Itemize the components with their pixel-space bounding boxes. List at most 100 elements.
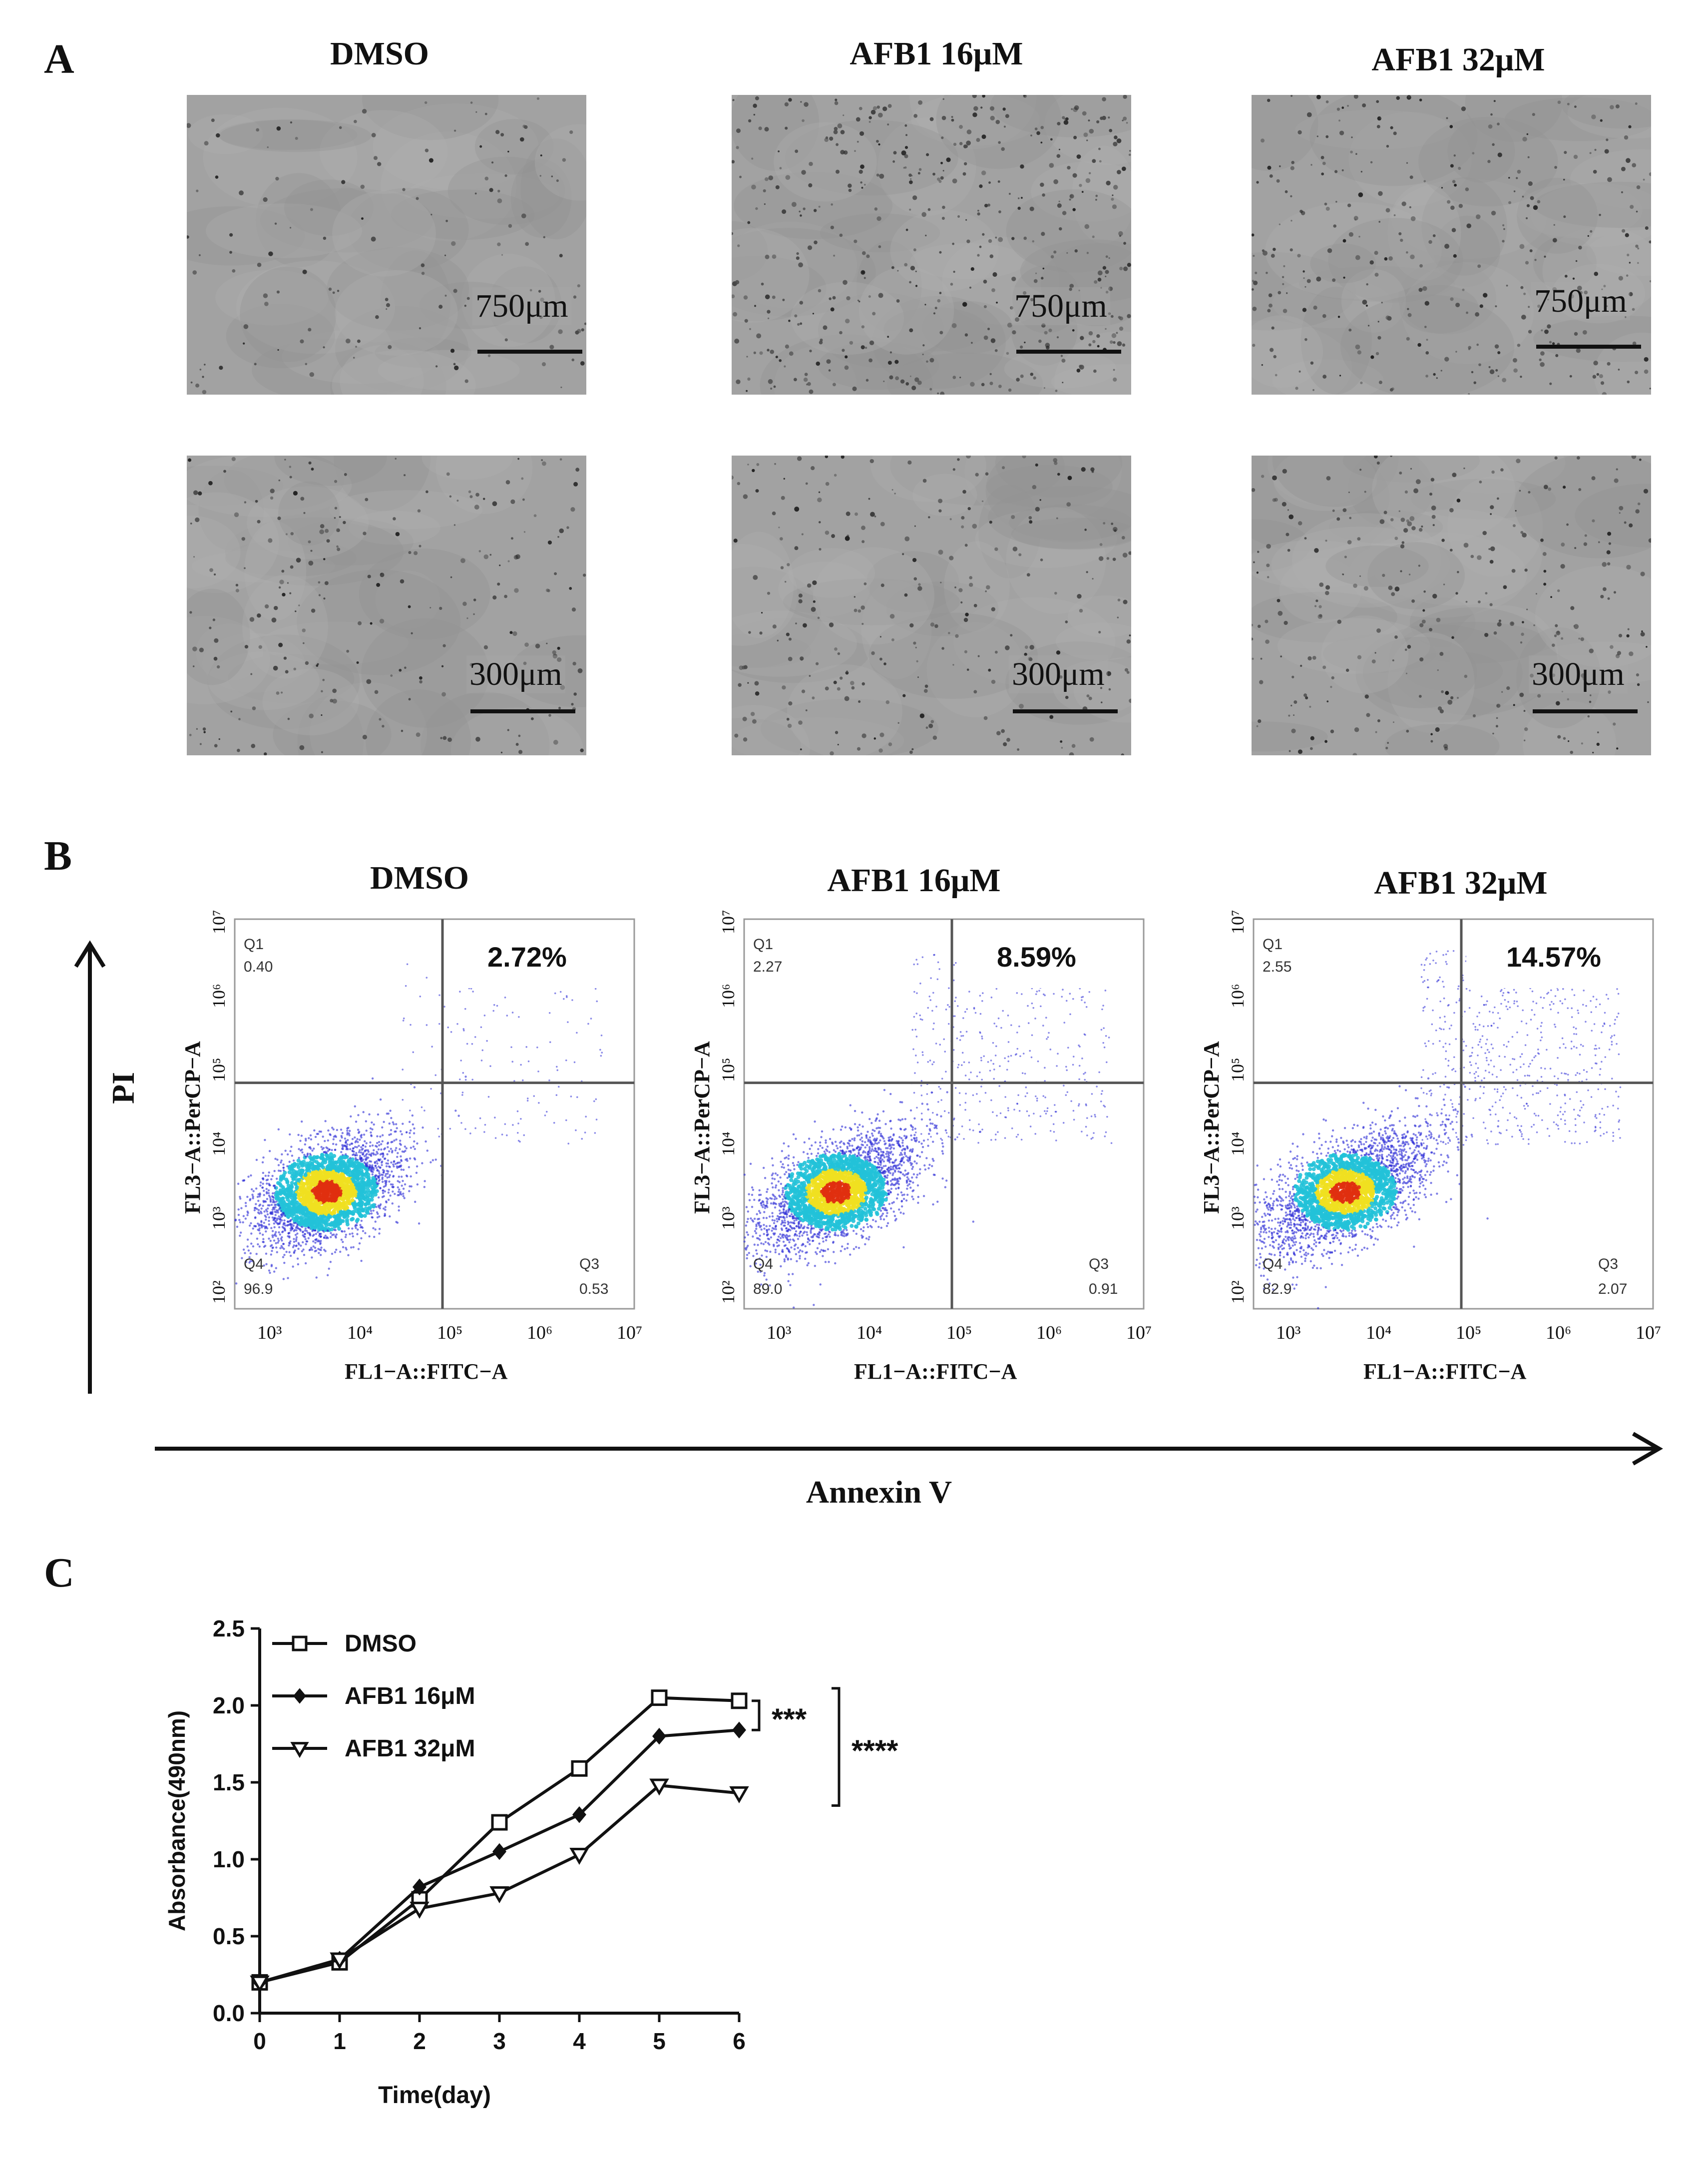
legend-label: AFB1 32μM (345, 1735, 475, 1762)
significance-bracket: **** (832, 1687, 898, 1807)
x-tick-label: 3 (493, 2028, 506, 2054)
data-point (491, 1814, 508, 1831)
q4-value: 96.9 (244, 1281, 273, 1297)
q2-box (1466, 923, 1649, 988)
q3-label: Q3 (579, 1256, 599, 1272)
panel-a-title-afb1-32: AFB1 32μM (1371, 41, 1545, 78)
x-tick-label: 0 (253, 2028, 266, 2054)
x-tick-label: 6 (733, 2028, 746, 2054)
panel-a-letter: A (44, 36, 74, 82)
legend-item: DMSO (272, 1630, 417, 1657)
flow-plot-svg: Q1 2.55 Q4 82.9 Q3 2.07 14.57% 10³ 10⁴ 10⁵ 10⁶ 10⁷ 1… (1199, 910, 1661, 1384)
y-axis-label: FL3−A::PerCP−A (180, 1041, 205, 1214)
y-tick-label: 10⁷ (209, 910, 229, 934)
data-point (569, 1848, 589, 1865)
y-tick-label: 10⁷ (718, 910, 738, 934)
y-tick-label: 10⁵ (718, 1058, 738, 1082)
flow-plot-afb1-32: Q1 2.55 Q4 82.9 Q3 2.07 14.57% 10³ 10⁴ 10⁵ 10⁶ 10⁷ 1… (1169, 909, 1668, 1389)
flow-title-afb1-16: AFB1 16μM (827, 862, 1001, 899)
q1-value: 0.40 (244, 959, 273, 975)
data-point (290, 1742, 309, 1758)
pi-label: PI (105, 1072, 141, 1104)
q1-label: Q1 (753, 936, 773, 953)
legend-item: AFB1 32μM (272, 1735, 475, 1762)
q1-label: Q1 (1263, 936, 1282, 953)
data-point (492, 1843, 506, 1860)
x-tick-label: 10⁷ (617, 1322, 642, 1343)
q3-label: Q3 (1089, 1256, 1109, 1272)
x-tick-label: 10⁶ (527, 1322, 552, 1343)
flow-plot-svg: Q1 2.27 Q4 89.0 Q3 0.91 8.59% 10³ 10⁴ 10⁵ 10⁶ 10⁷ 10… (690, 910, 1152, 1384)
scale-bar (1533, 709, 1638, 713)
y-axis-label: FL3−A::PerCP−A (1199, 1041, 1224, 1214)
legend-label: DMSO (345, 1630, 417, 1657)
scale-label: 750μm (1011, 287, 1110, 325)
q4-label: Q4 (1263, 1256, 1282, 1272)
data-point (410, 1901, 429, 1919)
q4-label: Q4 (753, 1256, 773, 1272)
significance-label: *** (772, 1702, 807, 1736)
data-point (250, 1975, 270, 1993)
scale-bar (1536, 345, 1641, 349)
flow-plot-dmso: Q1 0.40 Q4 96.9 Q3 0.53 2.72% 10³ 10⁴ 10⁵ 10⁶ 10⁷ 10… (150, 909, 649, 1389)
micrograph-dmso-low-mag: 750μm (187, 95, 586, 395)
x-tick-label: 10⁶ (1036, 1322, 1062, 1343)
y-tick-label: 10³ (718, 1206, 738, 1230)
y-tick-label: 10³ (1228, 1206, 1248, 1230)
scale-label: 750μm (1531, 282, 1630, 320)
pi-axis-arrow (74, 940, 106, 1394)
x-tick-label: 10⁷ (1636, 1322, 1661, 1343)
scale-bar (470, 709, 575, 713)
y-tick-label: 10² (718, 1280, 738, 1304)
q3-label: Q3 (1598, 1256, 1618, 1272)
absorbance-line-chart: 0 1 2 3 4 5 6 0.0 0.5 1.0 1.5 2.0 2.5 Time(day) Absorb… (164, 1616, 898, 2109)
y-tick-label: 2.5 (213, 1616, 245, 1641)
y-tick-label: 10⁷ (1228, 910, 1248, 934)
x-axis-title: Time(day) (378, 2082, 491, 2109)
micrograph-afb1-32-low-mag: 750μm (1252, 95, 1651, 395)
y-tick-label: 10⁵ (1228, 1058, 1248, 1082)
micrograph-afb1-32-high-mag: 300μm (1252, 456, 1651, 755)
series-1 (253, 1721, 746, 1991)
data-point (571, 1760, 588, 1777)
data-point (649, 1778, 669, 1796)
y-tick-label: 10⁵ (209, 1058, 229, 1082)
y-tick-label: 10⁴ (209, 1131, 229, 1156)
data-point (413, 1878, 427, 1896)
q2-percent: 8.59% (997, 941, 1076, 973)
data-point (731, 1692, 748, 1709)
q2-percent: 2.72% (487, 941, 567, 973)
data-point (330, 1952, 350, 1970)
y-tick-label: 10³ (209, 1206, 229, 1230)
x-axis-label: FL1−A::FITC−A (1363, 1359, 1527, 1384)
x-tick-label: 10⁵ (437, 1322, 462, 1343)
q1-value: 2.27 (753, 959, 782, 975)
q1-label: Q1 (244, 936, 264, 953)
scale-label: 300μm (466, 655, 565, 693)
y-axis-label: FL3−A::PerCP−A (690, 1041, 714, 1214)
significance-label: **** (852, 1734, 898, 1767)
x-axis-label: FL1−A::FITC−A (345, 1359, 508, 1384)
panel-a-title-afb1-16: AFB1 16μM (850, 35, 1023, 72)
flow-title-dmso: DMSO (370, 860, 469, 896)
y-tick-label: 0.0 (213, 2000, 245, 2026)
data-point (732, 1721, 746, 1739)
scale-bar (1013, 709, 1118, 713)
x-tick-label: 10⁵ (1456, 1322, 1481, 1343)
significance-bracket: *** (752, 1699, 807, 1736)
q4-label: Q4 (244, 1256, 264, 1272)
data-point (729, 1786, 749, 1803)
x-tick-label: 10⁴ (1366, 1322, 1391, 1343)
flow-plot-afb1-16: Q1 2.27 Q4 89.0 Q3 0.91 8.59% 10³ 10⁴ 10⁵ 10⁶ 10⁷ 10… (659, 909, 1159, 1389)
y-tick-label: 10² (209, 1280, 229, 1304)
q2-percent: 14.57% (1506, 941, 1601, 973)
data-point (489, 1886, 509, 1904)
y-tick-label: 10² (1228, 1280, 1248, 1304)
panel-c-letter: C (44, 1550, 74, 1596)
y-axis-title: Absorbance(490nm) (164, 1710, 190, 1931)
data-point (651, 1689, 668, 1706)
y-tick-label: 10⁶ (718, 984, 738, 1008)
q1-value: 2.55 (1263, 959, 1291, 975)
y-tick-label: 10⁶ (209, 984, 229, 1008)
scale-bar (477, 350, 582, 354)
